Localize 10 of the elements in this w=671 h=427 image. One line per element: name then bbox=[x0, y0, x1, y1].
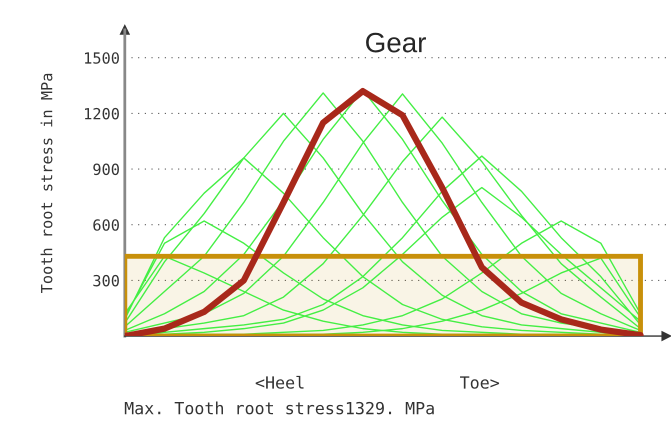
text: Toe> bbox=[460, 376, 500, 389]
text: Max. Tooth root stress1329. MPa bbox=[124, 402, 434, 414]
y-tick-label: 300 bbox=[93, 274, 119, 286]
y-tick-label: 900 bbox=[93, 164, 119, 176]
y-tick-label: 1500 bbox=[84, 52, 119, 64]
text: <Heel bbox=[256, 376, 304, 389]
y-tick-label: 1200 bbox=[84, 108, 119, 120]
chart-title: Gear bbox=[366, 32, 426, 52]
y-tick-label: 600 bbox=[93, 219, 119, 231]
y-axis-title: Tooth root stress in MPa bbox=[40, 74, 52, 293]
